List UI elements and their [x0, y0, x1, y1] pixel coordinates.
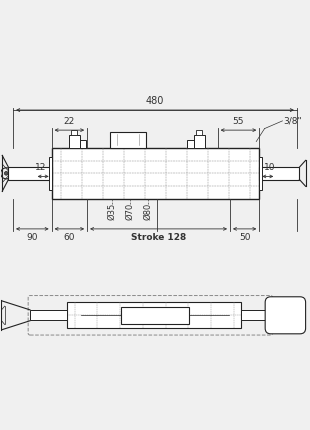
Bar [49, 157, 52, 190]
Text: 50: 50 [239, 233, 250, 242]
Bar [69, 135, 80, 148]
Text: Ø70: Ø70 [125, 203, 134, 220]
Bar [193, 135, 205, 148]
Text: Stroke 128: Stroke 128 [131, 233, 186, 242]
Text: Ø35: Ø35 [107, 203, 116, 220]
Bar [71, 130, 77, 135]
Bar [30, 310, 67, 320]
Text: 60: 60 [64, 233, 75, 242]
Bar [241, 310, 271, 320]
Bar [188, 140, 194, 148]
Circle shape [4, 172, 8, 175]
Bar [67, 302, 241, 328]
Text: 22: 22 [64, 117, 75, 126]
Text: Ø80: Ø80 [144, 203, 153, 220]
Text: 10: 10 [264, 163, 276, 172]
Bar [259, 157, 262, 190]
Bar [52, 148, 259, 199]
Bar [110, 132, 146, 148]
Bar [8, 167, 52, 179]
Bar [121, 307, 189, 324]
Text: 55: 55 [233, 117, 244, 126]
Text: 3/8": 3/8" [283, 117, 302, 126]
Bar [259, 167, 299, 179]
Bar [196, 130, 202, 135]
Text: 12: 12 [35, 163, 47, 172]
Bar [80, 140, 86, 148]
Text: 90: 90 [27, 233, 38, 242]
Text: 480: 480 [146, 96, 164, 106]
FancyBboxPatch shape [265, 297, 306, 334]
